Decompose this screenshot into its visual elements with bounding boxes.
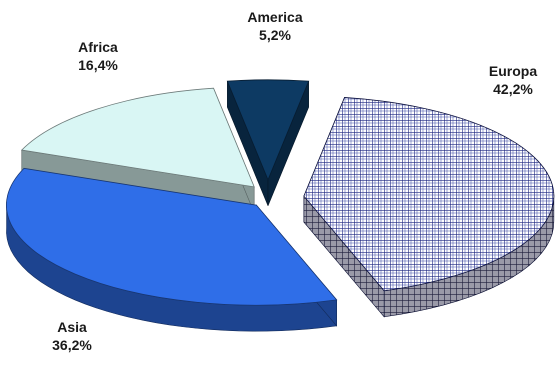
slice-label-africa: Africa (78, 39, 118, 55)
pie-slice-america (226, 79, 310, 181)
slice-value-america: 5,2% (259, 27, 291, 43)
pie-slice-asia (6, 167, 338, 306)
slice-value-europa: 42,2% (493, 81, 533, 97)
slice-value-africa: 16,4% (78, 57, 118, 73)
pie-slice-africa (20, 87, 255, 188)
pie-slice-europa (303, 97, 555, 292)
slice-label-asia: Asia (57, 319, 87, 335)
slice-label-america: America (247, 9, 302, 25)
slice-value-asia: 36,2% (52, 337, 92, 353)
slice-label-europa: Europa (489, 63, 537, 79)
